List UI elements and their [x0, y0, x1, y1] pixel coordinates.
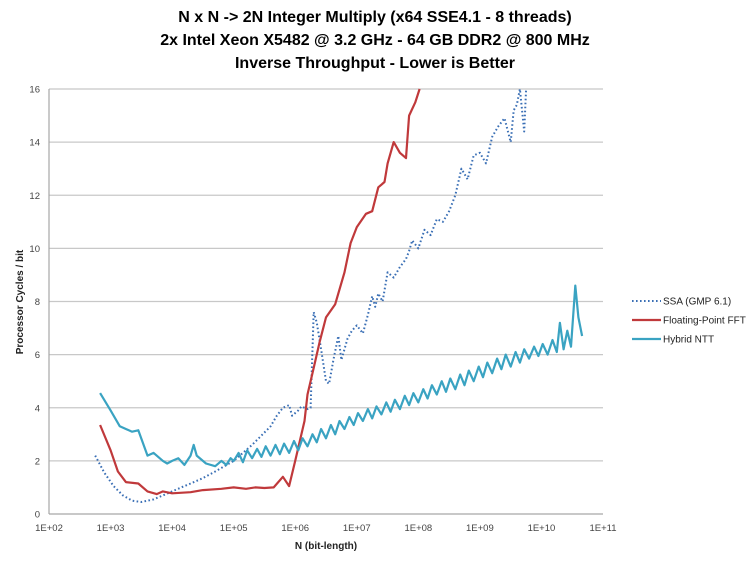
- x-tick-label: 1E+07: [343, 523, 371, 534]
- x-tick-label: 1E+03: [97, 523, 125, 534]
- series-line-hybrid-ntt: [99, 284, 584, 468]
- legend-label: Floating-Point FFT: [663, 316, 746, 327]
- series-line-ssa-gmp-6-1: [94, 88, 528, 503]
- y-tick-label: 4: [35, 403, 40, 414]
- series-lines: [94, 88, 584, 503]
- x-tick-label: 1E+09: [466, 523, 494, 534]
- y-tick-label: 2: [35, 456, 40, 467]
- y-tick-label: 8: [35, 297, 40, 308]
- x-tick-label: 1E+04: [158, 523, 186, 534]
- chart-title-line-1: N x N -> 2N Integer Multiply (x64 SSE4.1…: [178, 9, 572, 26]
- chart-title-line-2: 2x Intel Xeon X5482 @ 3.2 GHz - 64 GB DD…: [160, 32, 590, 49]
- chart-title-line-3: Inverse Throughput - Lower is Better: [234, 55, 516, 72]
- y-tick-label: 6: [35, 350, 40, 361]
- y-tick-label: 12: [29, 191, 40, 202]
- x-tick-label: 1E+08: [404, 523, 432, 534]
- series-line-floating-point-fft: [99, 88, 421, 496]
- x-tick-label: 1E+06: [281, 523, 309, 534]
- legend-label: Hybrid NTT: [663, 335, 714, 346]
- x-tick-label: 1E+11: [589, 523, 616, 534]
- x-axis-label: N (bit-length): [295, 541, 357, 552]
- gridlines: [48, 88, 603, 515]
- y-tick-label: 10: [29, 244, 40, 255]
- x-tick-label: 1E+05: [220, 523, 248, 534]
- x-tick-label: 1E+10: [528, 523, 556, 534]
- x-tick-label: 1E+02: [35, 523, 63, 534]
- y-tick-label: 14: [29, 138, 40, 149]
- y-axis-label: Processor Cycles / bit: [15, 249, 26, 354]
- x-tick-labels: 1E+02 1E+03 1E+04 1E+05 1E+06 1E+07 1E+08 1E+09…: [35, 523, 616, 534]
- y-tick-label: 0: [35, 510, 40, 521]
- legend: SSA (GMP 6.1) Floating-Point FFT Hybrid NT…: [632, 297, 746, 346]
- legend-label: SSA (GMP 6.1): [663, 297, 731, 308]
- y-tick-labels: 0 2 4 6 8 10 12 14 16: [29, 85, 40, 521]
- y-tick-label: 16: [29, 85, 40, 96]
